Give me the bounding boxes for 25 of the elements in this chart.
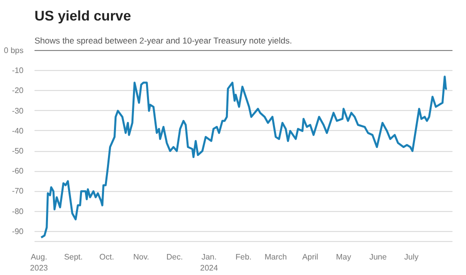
- x-tick-label: Jan. 2024: [200, 252, 218, 272]
- x-tick-label: Oct.: [99, 252, 114, 262]
- y-tick-label: 0 bps: [4, 46, 24, 55]
- x-tick-label: Aug. 2023: [30, 252, 48, 272]
- y-tick-label: -20: [12, 86, 24, 96]
- y-tick-label: -40: [12, 126, 24, 136]
- chart-title: US yield curve: [34, 8, 132, 24]
- y-tick-label: -90: [12, 226, 24, 236]
- x-tick-label: March: [264, 252, 287, 262]
- x-tick-label: Feb.: [235, 252, 252, 262]
- line-series: [40, 76, 448, 238]
- y-tick-label: -80: [12, 206, 24, 216]
- y-tick-label: -50: [12, 146, 24, 156]
- x-tick-label: Dec.: [166, 252, 183, 262]
- x-tick-label: July: [404, 252, 418, 262]
- y-tick-label: -70: [12, 186, 24, 196]
- y-tick-label: -60: [12, 166, 24, 176]
- x-tick-label: May: [336, 252, 352, 262]
- x-tick-label: Nov.: [133, 252, 150, 262]
- x-tick-label: June: [369, 252, 388, 262]
- y-tick-label: -30: [12, 106, 24, 116]
- y-tick-label: -10: [12, 66, 24, 76]
- x-tick-label: April: [302, 252, 318, 262]
- x-tick-label: Sept.: [64, 252, 83, 262]
- chart-subtitle: Shows the spread between 2-year and 10-year Treasury note yields.: [34, 36, 292, 46]
